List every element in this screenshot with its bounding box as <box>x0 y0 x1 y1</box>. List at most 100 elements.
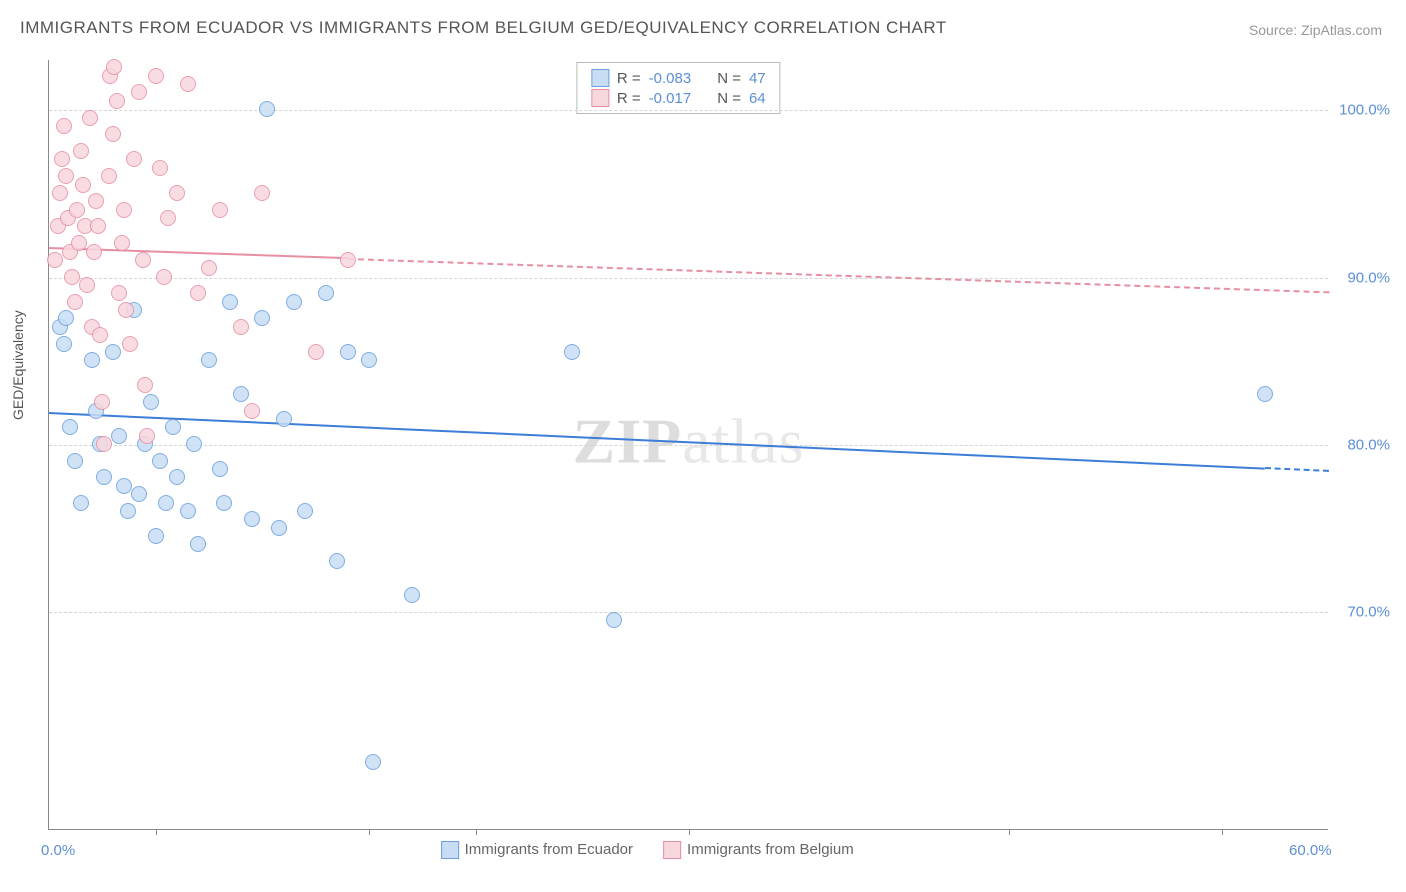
data-point <box>404 587 420 603</box>
data-point <box>73 495 89 511</box>
data-point <box>105 344 121 360</box>
data-point <box>190 285 206 301</box>
data-point <box>201 352 217 368</box>
data-point <box>152 160 168 176</box>
data-point <box>47 252 63 268</box>
data-point <box>244 511 260 527</box>
gridline-h <box>49 612 1328 613</box>
data-point <box>67 453 83 469</box>
data-point <box>180 76 196 92</box>
data-point <box>111 285 127 301</box>
x-tick <box>689 829 690 835</box>
data-point <box>308 344 324 360</box>
data-point <box>106 59 122 75</box>
data-point <box>71 235 87 251</box>
data-point <box>116 478 132 494</box>
swatch-belgium <box>591 89 609 107</box>
swatch-ecuador-icon <box>441 841 459 859</box>
x-tick <box>156 829 157 835</box>
x-tick <box>476 829 477 835</box>
chart-title: IMMIGRANTS FROM ECUADOR VS IMMIGRANTS FR… <box>20 18 947 38</box>
x-tick <box>1222 829 1223 835</box>
trend-line <box>49 412 1265 470</box>
data-point <box>233 319 249 335</box>
trend-line <box>348 258 1329 293</box>
gridline-h <box>49 110 1328 111</box>
legend-item-belgium: Immigrants from Belgium <box>663 841 854 859</box>
x-tick-label: 60.0% <box>1289 842 1332 859</box>
data-point <box>120 503 136 519</box>
gridline-h <box>49 445 1328 446</box>
data-point <box>86 244 102 260</box>
data-point <box>254 310 270 326</box>
data-point <box>276 411 292 427</box>
data-point <box>1257 386 1273 402</box>
data-point <box>101 168 117 184</box>
data-point <box>52 185 68 201</box>
source-attribution: Source: ZipAtlas.com <box>1249 22 1382 38</box>
data-point <box>564 344 580 360</box>
data-point <box>116 202 132 218</box>
data-point <box>297 503 313 519</box>
data-point <box>143 394 159 410</box>
data-point <box>148 68 164 84</box>
data-point <box>62 419 78 435</box>
data-point <box>56 118 72 134</box>
data-point <box>73 143 89 159</box>
r-value-belgium: -0.017 <box>649 90 692 107</box>
y-tick-label: 70.0% <box>1347 604 1390 621</box>
data-point <box>88 193 104 209</box>
data-point <box>139 428 155 444</box>
data-point <box>84 352 100 368</box>
data-point <box>216 495 232 511</box>
data-point <box>201 260 217 276</box>
plot-area: ZIPatlas R = -0.083 N = 47 R = -0.017 N … <box>48 60 1328 830</box>
data-point <box>111 428 127 444</box>
data-point <box>606 612 622 628</box>
data-point <box>190 536 206 552</box>
data-point <box>244 403 260 419</box>
y-tick-label: 100.0% <box>1339 102 1390 119</box>
correlation-legend: R = -0.083 N = 47 R = -0.017 N = 64 <box>576 62 781 114</box>
data-point <box>64 269 80 285</box>
data-point <box>56 336 72 352</box>
data-point <box>340 344 356 360</box>
data-point <box>126 151 142 167</box>
data-point <box>109 93 125 109</box>
data-point <box>169 185 185 201</box>
legend-row-belgium: R = -0.017 N = 64 <box>591 89 766 107</box>
data-point <box>254 185 270 201</box>
data-point <box>69 202 85 218</box>
data-point <box>79 277 95 293</box>
swatch-belgium-icon <box>663 841 681 859</box>
y-tick-label: 80.0% <box>1347 437 1390 454</box>
data-point <box>94 394 110 410</box>
data-point <box>156 269 172 285</box>
trend-line <box>1265 467 1329 472</box>
data-point <box>96 469 112 485</box>
data-point <box>131 84 147 100</box>
data-point <box>137 377 153 393</box>
data-point <box>82 110 98 126</box>
data-point <box>165 419 181 435</box>
data-point <box>361 352 377 368</box>
data-point <box>135 252 151 268</box>
x-tick <box>369 829 370 835</box>
data-point <box>67 294 83 310</box>
data-point <box>122 336 138 352</box>
data-point <box>160 210 176 226</box>
x-tick-label: 0.0% <box>41 842 75 859</box>
data-point <box>92 327 108 343</box>
y-tick-label: 90.0% <box>1347 269 1390 286</box>
data-point <box>169 469 185 485</box>
data-point <box>212 461 228 477</box>
data-point <box>75 177 91 193</box>
data-point <box>233 386 249 402</box>
swatch-ecuador <box>591 69 609 87</box>
r-value-ecuador: -0.083 <box>649 70 692 87</box>
data-point <box>114 235 130 251</box>
data-point <box>271 520 287 536</box>
y-axis-label: GED/Equivalency <box>10 310 26 420</box>
data-point <box>148 528 164 544</box>
data-point <box>131 486 147 502</box>
